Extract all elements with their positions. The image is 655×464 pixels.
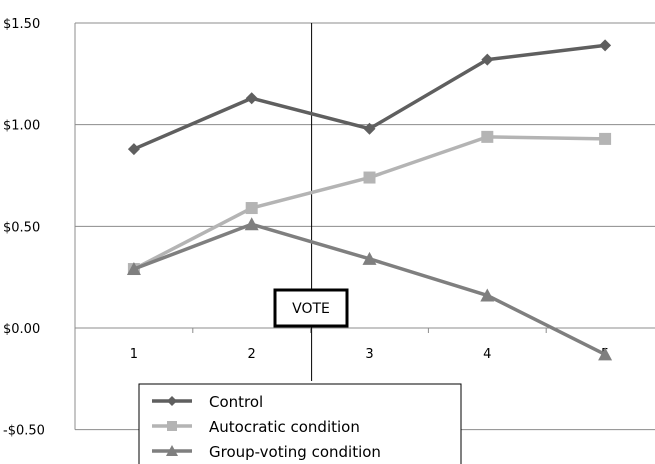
series-lines — [126, 39, 613, 361]
data-point-control — [127, 143, 140, 156]
legend-swatch-marker-group-voting-condition — [166, 445, 178, 456]
data-point-control — [245, 92, 258, 105]
data-point-autocratic-condition — [599, 132, 612, 145]
vote-label: VOTE — [292, 301, 330, 317]
data-point-group-voting-condition — [126, 262, 141, 276]
data-point-control — [363, 122, 376, 135]
legend-label-control: Control — [209, 393, 263, 411]
legend-swatch-marker-autocratic-condition — [167, 421, 177, 431]
data-point-control — [599, 39, 612, 52]
axis-ticks: -$0.50$0.00$0.50$1.00$1.5012345 — [3, 17, 609, 439]
data-point-group-voting-condition — [480, 288, 495, 302]
data-point-autocratic-condition — [245, 202, 258, 215]
y-tick-label: $1.00 — [3, 119, 40, 134]
legend-box — [138, 383, 462, 464]
x-tick-label: 2 — [248, 347, 256, 362]
y-tick-label: $0.00 — [3, 322, 40, 337]
x-tick-label: 3 — [365, 347, 373, 362]
data-point-autocratic-condition — [481, 130, 494, 143]
data-point-autocratic-condition — [363, 171, 376, 184]
series-line-autocratic-condition — [133, 135, 606, 271]
legend: Control Autocratic condition Group-voting … — [138, 383, 462, 464]
axes — [74, 23, 655, 430]
vote-annotation: VOTE — [273, 288, 349, 328]
data-point-group-voting-condition — [362, 251, 377, 265]
vote-box — [273, 288, 349, 328]
x-tick-label: 1 — [130, 347, 138, 362]
y-tick-label: $1.50 — [3, 17, 40, 32]
y-tick-label: $0.50 — [3, 220, 40, 235]
data-point-group-voting-condition — [598, 347, 613, 361]
legend-swatch-marker-control — [167, 396, 177, 406]
grid-lines — [75, 22, 655, 431]
y-tick-label: -$0.50 — [3, 424, 45, 439]
series-line-group-voting-condition — [133, 222, 606, 356]
data-point-group-voting-condition — [244, 217, 259, 231]
data-point-control — [481, 53, 494, 66]
legend-label-group-voting-condition: Group-voting condition — [209, 443, 381, 461]
legend-label-autocratic-condition: Autocratic condition — [209, 418, 360, 436]
x-tick-label: 4 — [483, 347, 491, 362]
